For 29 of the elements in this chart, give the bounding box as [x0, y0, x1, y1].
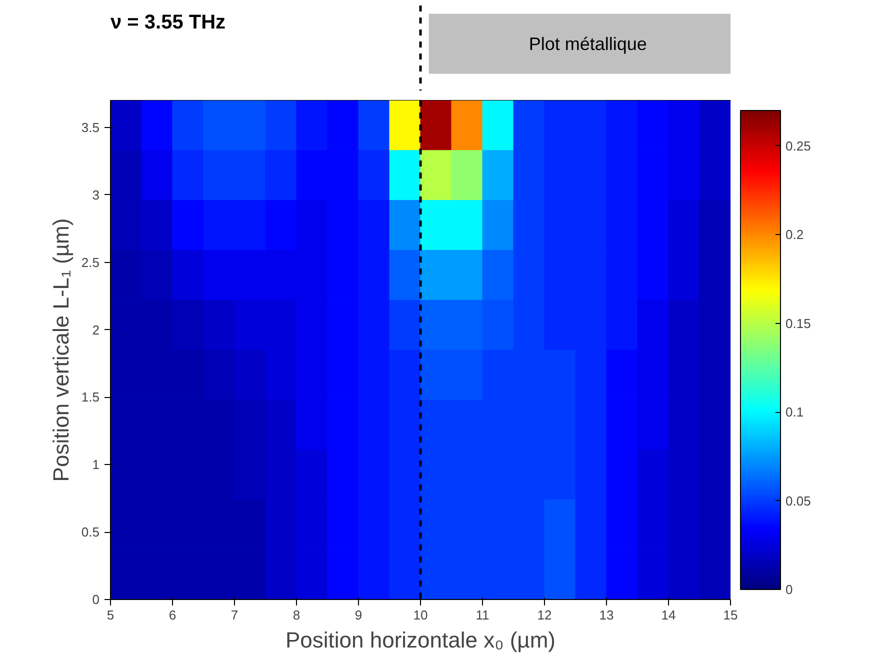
x-tick-label: 14	[661, 608, 676, 622]
x-axis-title: Position horizontale x₀ (µm)	[285, 628, 556, 652]
x-tick-label: 11	[476, 608, 490, 622]
y-tick-label: 3.5	[81, 120, 100, 135]
color-bar-label: 0.15	[786, 316, 811, 331]
x-tick-label: 12	[537, 608, 552, 622]
x-tick-label: 7	[230, 608, 238, 622]
y-tick-label: 2.5	[81, 254, 100, 270]
color-bar-label: 0.2	[786, 227, 804, 242]
x-tick-label: 13	[599, 608, 614, 622]
color-bar-label: 0.05	[786, 493, 811, 508]
y-tick-label: 3	[92, 187, 100, 202]
x-tick-label: 6	[168, 608, 176, 622]
y-tick-label: 2	[92, 322, 100, 338]
x-tick-label: 15	[723, 608, 738, 622]
x-tick-label: 10	[413, 608, 428, 622]
x-tick-label: 9	[354, 608, 362, 622]
color-bar-label: 0.1	[786, 404, 804, 420]
y-tick-label: 1	[92, 457, 100, 472]
y-tick-label: 0	[92, 592, 100, 607]
color-bar-label: 0	[786, 582, 793, 597]
y-tick-label: 0.5	[81, 524, 100, 540]
y-axis-title: Position verticale L-L₁ (µm)	[48, 218, 74, 482]
color-bar-label: 0.25	[786, 138, 811, 154]
text: Plot métallique	[528, 34, 647, 54]
chart-title: ν = 3.55 THz	[110, 12, 226, 34]
y-tick-label: 1.5	[81, 390, 100, 405]
x-tick-label: 5	[106, 608, 114, 622]
x-tick-label: 8	[292, 608, 300, 622]
